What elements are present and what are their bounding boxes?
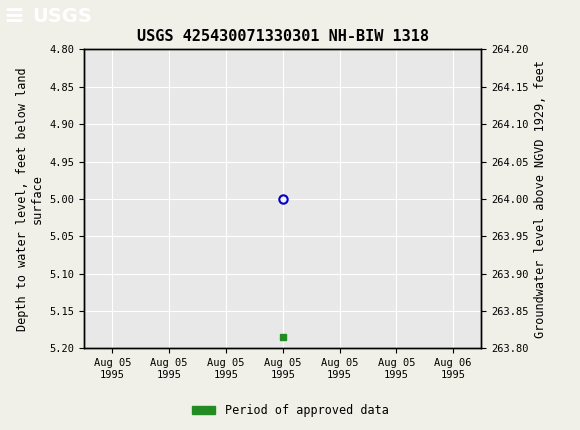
Title: USGS 425430071330301 NH-BIW 1318: USGS 425430071330301 NH-BIW 1318 (137, 29, 429, 44)
Y-axis label: Groundwater level above NGVD 1929, feet: Groundwater level above NGVD 1929, feet (534, 60, 547, 338)
Text: USGS: USGS (32, 6, 92, 26)
Legend: Period of approved data: Period of approved data (187, 399, 393, 422)
Y-axis label: Depth to water level, feet below land
surface: Depth to water level, feet below land su… (16, 67, 44, 331)
Text: ≡: ≡ (3, 4, 24, 28)
